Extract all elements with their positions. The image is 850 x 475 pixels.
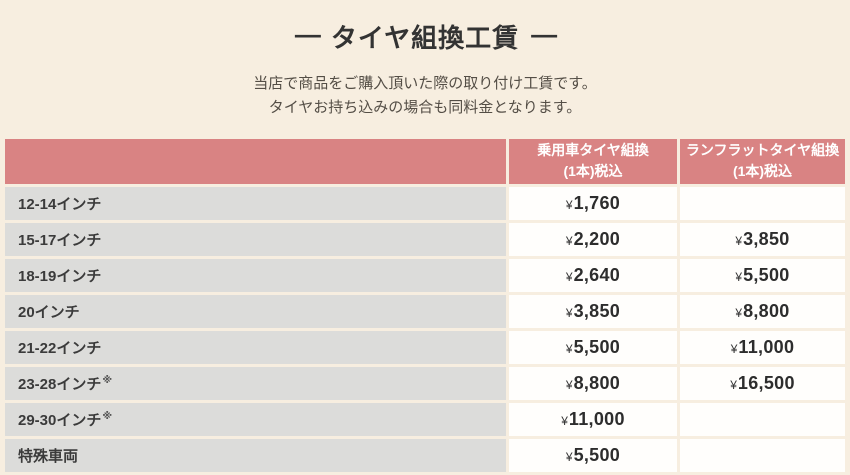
table-row-12-14: 12-14インチ ¥1,760	[5, 186, 845, 220]
row-label: 21-22インチ	[18, 339, 102, 357]
corner-header-cell	[5, 138, 506, 184]
price-amount: 1,760	[573, 192, 621, 213]
price-amount: 5,500	[743, 264, 790, 285]
row-label: 12-14インチ	[18, 195, 102, 213]
page-title-text: タイヤ組換工賃	[330, 23, 520, 54]
runflat-price-cell: ¥16,500	[680, 366, 845, 400]
yen-symbol: ¥	[565, 233, 573, 248]
passenger-price-cell: ¥8,800	[509, 366, 677, 400]
passenger-price-cell: ¥1,760	[509, 186, 677, 220]
passenger-price-cell: ¥2,640	[509, 258, 677, 292]
title-dash-left: ―	[294, 19, 321, 50]
row-label-cell: 18-19インチ	[5, 258, 506, 292]
runflat-price-cell: ¥3,850	[680, 222, 845, 256]
row-label-cell: 15-17インチ	[5, 222, 506, 256]
runflat-price-cell	[680, 402, 845, 436]
yen-symbol: ¥	[730, 341, 738, 356]
note-mark: ※	[102, 374, 113, 386]
price-amount: 2,640	[573, 264, 621, 285]
yen-symbol: ¥	[565, 341, 573, 356]
yen-symbol: ¥	[565, 449, 573, 464]
yen-symbol: ¥	[565, 269, 573, 284]
row-label: 20インチ	[18, 303, 80, 321]
row-label-cell: 29-30インチ※	[5, 402, 506, 436]
runflat-price-cell	[680, 186, 845, 220]
passenger-price-cell: ¥11,000	[509, 402, 677, 436]
yen-symbol: ¥	[565, 197, 573, 212]
passenger-header-line1: 乗用車タイヤ組換	[537, 142, 649, 159]
page-title: ― タイヤ組換工賃 ―	[0, 17, 850, 54]
row-label: 15-17インチ	[18, 231, 102, 249]
price-amount: 3,850	[743, 228, 790, 249]
table-row-21-22: 21-22インチ ¥5,500 ¥11,000	[5, 330, 845, 364]
table-row-18-19: 18-19インチ ¥2,640 ¥5,500	[5, 258, 845, 292]
price-amount: 8,800	[573, 372, 621, 393]
price-amount: 11,000	[568, 408, 625, 429]
passenger-header-line2: (1本)税込	[563, 163, 623, 180]
price-amount: 11,000	[738, 336, 795, 357]
runflat-header-line1: ランフラットタイヤ組換	[685, 142, 840, 159]
runflat-column-header: ランフラットタイヤ組換 (1本)税込	[680, 138, 845, 184]
row-label-cell: 23-28インチ※	[5, 366, 506, 400]
yen-symbol: ¥	[730, 377, 737, 392]
price-amount: 16,500	[737, 372, 795, 393]
runflat-price-cell: ¥5,500	[680, 258, 845, 292]
pricing-section: ― タイヤ組換工賃 ― 当店で商品をご購入頂いた際の取り付け工賃です。 タイヤお持ち…	[0, 17, 850, 474]
row-label-cell: 特殊車両	[5, 438, 506, 472]
yen-symbol: ¥	[565, 305, 573, 320]
subtitle-line-1: 当店で商品をご購入頂いた際の取り付け工賃です。	[253, 74, 597, 92]
passenger-price-cell: ¥3,850	[509, 294, 677, 328]
subtitle-line-2: タイヤお持ち込みの場合も同料金となります。	[268, 98, 582, 116]
row-label: 18-19インチ	[18, 267, 102, 285]
price-amount: 5,500	[573, 336, 621, 357]
yen-symbol: ¥	[735, 233, 743, 248]
row-label-cell: 21-22インチ	[5, 330, 506, 364]
runflat-price-cell	[680, 438, 845, 472]
yen-symbol: ¥	[561, 413, 568, 428]
runflat-price-cell: ¥8,800	[680, 294, 845, 328]
price-table: 乗用車タイヤ組換 (1本)税込 ランフラットタイヤ組換 (1本)税込 12-14イン…	[2, 136, 848, 475]
table-row-29-30: 29-30インチ※ ¥11,000	[5, 402, 845, 436]
note-mark: ※	[102, 410, 113, 422]
yen-symbol: ¥	[735, 305, 743, 320]
passenger-price-cell: ¥2,200	[509, 222, 677, 256]
yen-symbol: ¥	[735, 269, 743, 284]
passenger-price-cell: ¥5,500	[509, 330, 677, 364]
row-label-cell: 12-14インチ	[5, 186, 506, 220]
row-label: 特殊車両	[18, 447, 79, 465]
passenger-price-cell: ¥5,500	[509, 438, 677, 472]
price-amount: 8,800	[743, 300, 790, 321]
table-row-special-vehicle: 特殊車両 ¥5,500	[5, 438, 845, 472]
runflat-header-line2: (1本)税込	[732, 163, 793, 180]
subtitle: 当店で商品をご購入頂いた際の取り付け工賃です。 タイヤお持ち込みの場合も同料金と…	[0, 72, 850, 120]
price-amount: 3,850	[573, 300, 621, 321]
passenger-column-header: 乗用車タイヤ組換 (1本)税込	[509, 138, 677, 184]
row-label: 23-28インチ	[18, 375, 102, 393]
table-row-20: 20インチ ¥3,850 ¥8,800	[5, 294, 845, 328]
table-row-23-28: 23-28インチ※ ¥8,800 ¥16,500	[5, 366, 845, 400]
table-row-15-17: 15-17インチ ¥2,200 ¥3,850	[5, 222, 845, 256]
title-dash-right: ―	[531, 19, 557, 50]
yen-symbol: ¥	[565, 377, 573, 392]
runflat-price-cell: ¥11,000	[680, 330, 845, 364]
table-header-row: 乗用車タイヤ組換 (1本)税込 ランフラットタイヤ組換 (1本)税込	[5, 138, 845, 184]
row-label: 29-30インチ	[18, 411, 102, 429]
price-amount: 5,500	[573, 444, 621, 465]
price-amount: 2,200	[573, 228, 621, 249]
row-label-cell: 20インチ	[5, 294, 506, 328]
